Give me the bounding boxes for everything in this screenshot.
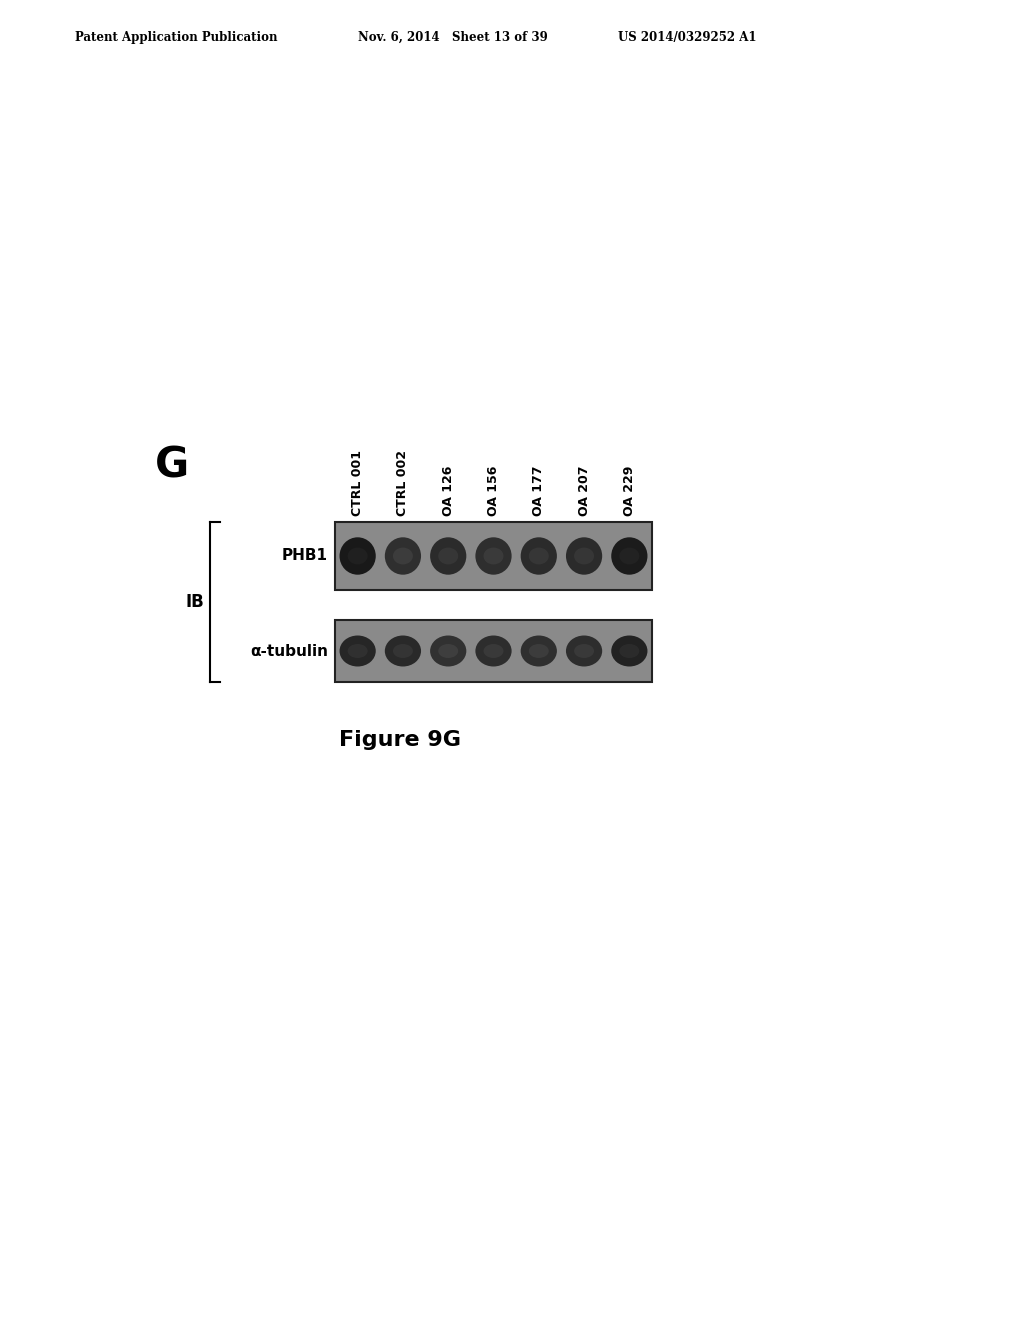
Text: Nov. 6, 2014   Sheet 13 of 39: Nov. 6, 2014 Sheet 13 of 39 bbox=[358, 30, 548, 44]
Ellipse shape bbox=[430, 635, 466, 667]
Text: OA 177: OA 177 bbox=[532, 466, 546, 516]
Ellipse shape bbox=[620, 548, 639, 565]
Ellipse shape bbox=[475, 537, 512, 574]
Ellipse shape bbox=[438, 548, 458, 565]
Ellipse shape bbox=[348, 548, 368, 565]
Text: OA 229: OA 229 bbox=[623, 466, 636, 516]
Text: OA 126: OA 126 bbox=[441, 466, 455, 516]
Ellipse shape bbox=[574, 548, 594, 565]
Ellipse shape bbox=[528, 548, 549, 565]
Text: IB: IB bbox=[185, 593, 204, 611]
Ellipse shape bbox=[611, 635, 647, 667]
Text: Figure 9G: Figure 9G bbox=[339, 730, 461, 750]
Ellipse shape bbox=[566, 537, 602, 574]
Bar bbox=[335, 620, 652, 682]
Ellipse shape bbox=[611, 537, 647, 574]
Bar bbox=[335, 521, 652, 590]
Ellipse shape bbox=[340, 537, 376, 574]
Ellipse shape bbox=[620, 644, 639, 657]
Ellipse shape bbox=[483, 548, 504, 565]
Text: CTRL 002: CTRL 002 bbox=[396, 450, 410, 516]
Ellipse shape bbox=[483, 644, 504, 657]
Text: OA 156: OA 156 bbox=[487, 466, 500, 516]
Ellipse shape bbox=[348, 644, 368, 657]
Text: OA 207: OA 207 bbox=[578, 466, 591, 516]
Ellipse shape bbox=[475, 635, 512, 667]
Ellipse shape bbox=[520, 537, 557, 574]
Ellipse shape bbox=[520, 635, 557, 667]
Ellipse shape bbox=[385, 635, 421, 667]
Text: PHB1: PHB1 bbox=[282, 549, 328, 564]
Ellipse shape bbox=[385, 537, 421, 574]
Ellipse shape bbox=[566, 635, 602, 667]
Text: US 2014/0329252 A1: US 2014/0329252 A1 bbox=[618, 30, 757, 44]
Text: Patent Application Publication: Patent Application Publication bbox=[75, 30, 278, 44]
Ellipse shape bbox=[438, 644, 458, 657]
Ellipse shape bbox=[430, 537, 466, 574]
Ellipse shape bbox=[393, 644, 413, 657]
Ellipse shape bbox=[393, 548, 413, 565]
Text: α-tubulin: α-tubulin bbox=[250, 644, 328, 659]
Text: G: G bbox=[155, 444, 189, 486]
Text: CTRL 001: CTRL 001 bbox=[351, 450, 365, 516]
Ellipse shape bbox=[340, 635, 376, 667]
Ellipse shape bbox=[574, 644, 594, 657]
Ellipse shape bbox=[528, 644, 549, 657]
